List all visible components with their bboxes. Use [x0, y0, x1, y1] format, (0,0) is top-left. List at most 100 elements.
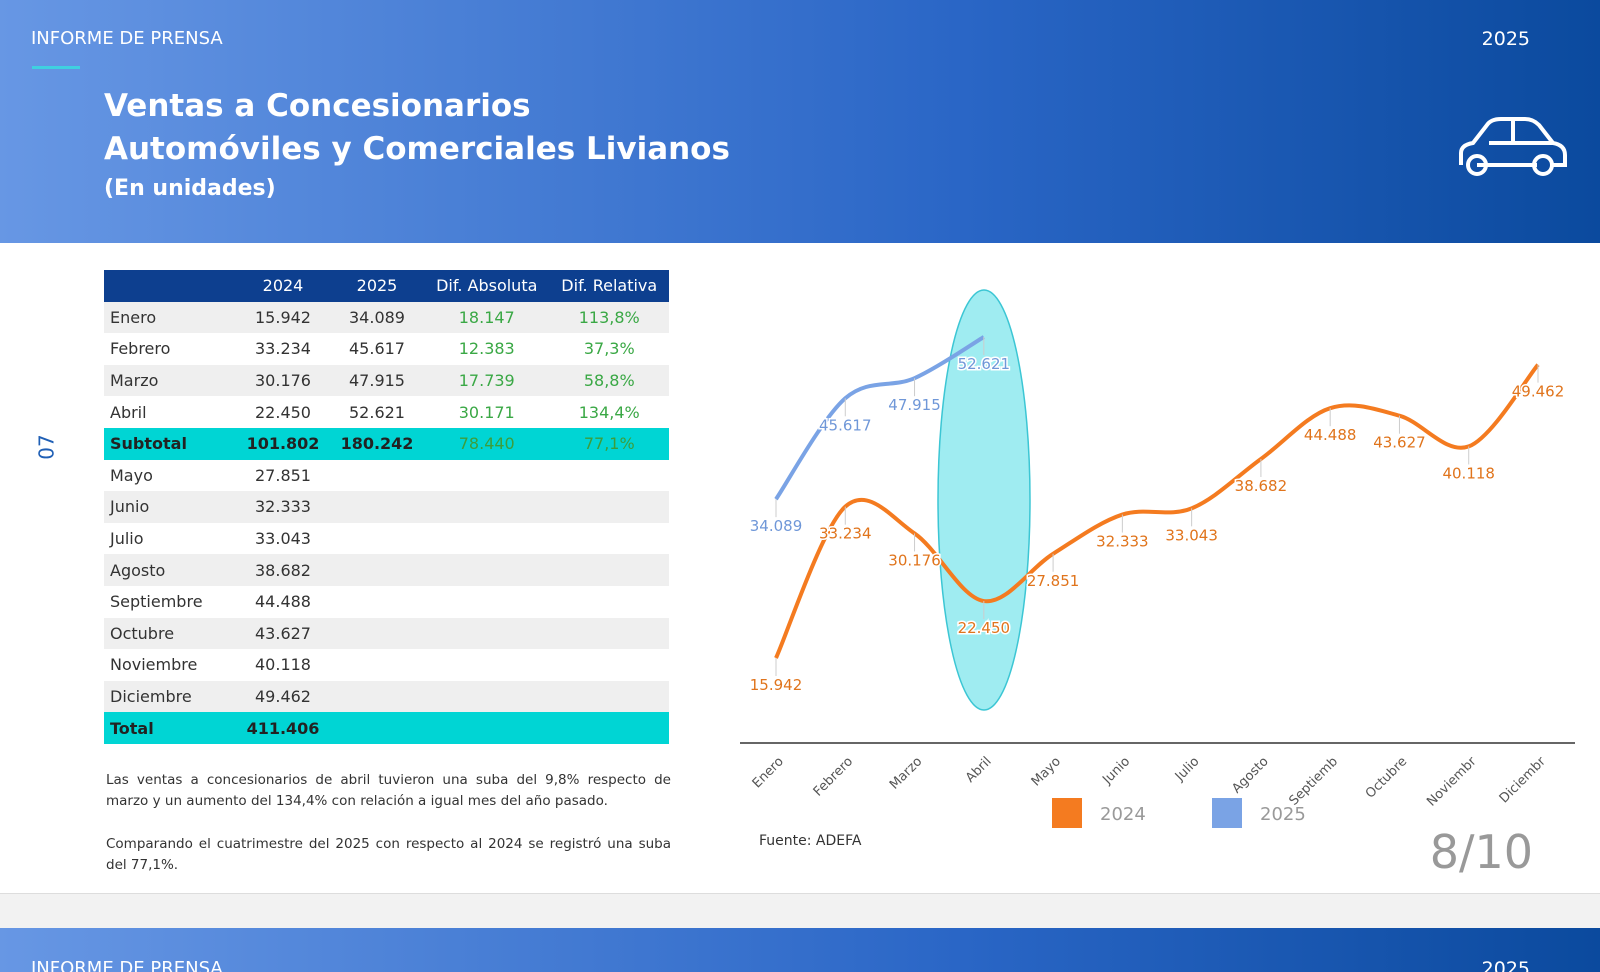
cell	[330, 523, 424, 555]
cell	[424, 491, 550, 523]
cell	[330, 460, 424, 492]
cell	[330, 680, 424, 713]
chart: Fuente: ADEFA 8/10 Enero Febrero Marzo Abri…	[740, 289, 1575, 879]
x-tick-label: Diciembr	[1497, 754, 1550, 807]
data-label: 34.089	[750, 517, 803, 535]
page-number: 8/10	[1430, 825, 1533, 879]
data-label: 27.851	[1027, 572, 1080, 590]
series-line	[774, 335, 985, 501]
data-label: 40.118	[1442, 464, 1495, 482]
cell	[549, 460, 669, 492]
cell	[549, 554, 669, 586]
report-label: INFORME DE PRENSA	[31, 28, 223, 49]
table-row: Noviembre 40.118	[104, 649, 669, 681]
table-row: Junio 32.333	[104, 491, 669, 523]
data-table: 2024 2025 Dif. Absoluta Dif. Relativa Enero 1…	[104, 270, 669, 744]
cell: 33.234	[255, 339, 311, 359]
header: INFORME DE PRENSA 2025 Ventas a Concesio…	[0, 0, 1600, 243]
data-label: 45.617	[819, 416, 872, 434]
table-row: Enero 15.942 34.089 18.147 113,8%	[104, 301, 669, 334]
cell: 22.450	[255, 402, 311, 422]
table-row: Septiembre 44.488	[104, 586, 669, 618]
cell: 45.617	[349, 339, 405, 359]
cell	[424, 554, 550, 586]
legend-swatch	[1212, 798, 1242, 828]
cell	[549, 617, 669, 650]
cell: 40.118	[255, 655, 311, 675]
cell	[549, 712, 669, 744]
cell: Total	[104, 712, 236, 744]
cell	[424, 586, 549, 618]
table-row: Marzo 30.176 47.915 17.739 58,8%	[104, 364, 669, 397]
cell: 17.739	[424, 364, 550, 397]
cell: Octubre	[104, 617, 236, 650]
legend-label: 2025	[1260, 804, 1306, 825]
cell: 32.333	[236, 491, 330, 523]
cell	[330, 617, 424, 650]
cell: Diciembre	[104, 680, 236, 713]
highlight	[937, 289, 1031, 711]
note: Comparando el cuatrimestre del 2025 con …	[106, 836, 671, 873]
cell: Noviembre	[110, 655, 198, 675]
cell: 77,1%	[549, 427, 669, 460]
x-tick-label: Octubre	[1363, 754, 1410, 801]
cell: 411.406	[236, 712, 330, 744]
legend-label: 2024	[1100, 804, 1146, 825]
cell: 43.627	[236, 617, 330, 650]
year: 2025	[1481, 28, 1530, 50]
cell: 52.621	[349, 402, 405, 422]
x-tick-label: Abril	[963, 754, 995, 786]
cell: Abril	[110, 402, 147, 422]
cell: 30.171	[458, 402, 515, 422]
title: Automóviles y Comerciales Livianos	[104, 131, 730, 167]
cell: 58,8%	[549, 364, 669, 397]
cell	[549, 523, 669, 555]
cell	[549, 586, 669, 618]
data-label: 44.488	[1304, 426, 1357, 444]
column-header	[104, 270, 236, 302]
data-label: 32.333	[1096, 533, 1149, 551]
cell: 49.462	[236, 680, 330, 713]
column-header: Dif. Relativa	[549, 270, 669, 302]
cell	[424, 649, 549, 681]
cell: 47.915	[330, 364, 424, 397]
cell: Septiembre	[110, 592, 203, 612]
cell: Marzo	[104, 364, 236, 397]
underline	[32, 66, 80, 69]
cell	[330, 554, 424, 586]
data-label: 43.627	[1373, 434, 1426, 452]
cell: 113,8%	[549, 301, 669, 334]
cell: 30.176	[236, 364, 330, 397]
column-header: 2024	[236, 270, 330, 302]
x-tick-label: Agosto	[1229, 754, 1271, 796]
cell: Julio	[110, 529, 144, 549]
column-header: Dif. Absoluta	[424, 270, 550, 302]
cell: Agosto	[104, 554, 236, 586]
table-row: Total 411.406	[104, 712, 669, 744]
cell	[424, 617, 550, 650]
table-row: Diciembre 49.462	[104, 680, 669, 713]
cell: Mayo	[110, 465, 153, 485]
series-line	[774, 363, 1540, 659]
x-tick-label: Septiemb	[1286, 754, 1341, 809]
legend-swatch	[1052, 798, 1082, 828]
cell	[330, 586, 424, 618]
table-row: Mayo 27.851	[104, 460, 669, 492]
report-label: INFORME DE PRENSA	[31, 958, 223, 972]
cell: 78.440	[424, 427, 550, 460]
cell	[330, 712, 424, 744]
table-row: Febrero 33.234 45.617 12.383 37,3%	[104, 333, 669, 365]
x-tick-label: Noviembr	[1424, 754, 1480, 810]
x-tick-label: Marzo	[887, 754, 925, 792]
data-label: 33.234	[819, 525, 872, 543]
next-header: INFORME DE PRENSA 2025	[0, 928, 1600, 972]
data-label: 33.043	[1165, 526, 1218, 544]
cell	[424, 460, 549, 492]
cell: 15.942	[236, 301, 330, 334]
cell	[424, 712, 550, 744]
cell	[549, 680, 669, 713]
cell: Febrero	[110, 339, 171, 359]
x-tick-label: Junio	[1099, 754, 1133, 788]
cell: Subtotal	[104, 427, 236, 460]
cell: 37,3%	[583, 339, 635, 359]
